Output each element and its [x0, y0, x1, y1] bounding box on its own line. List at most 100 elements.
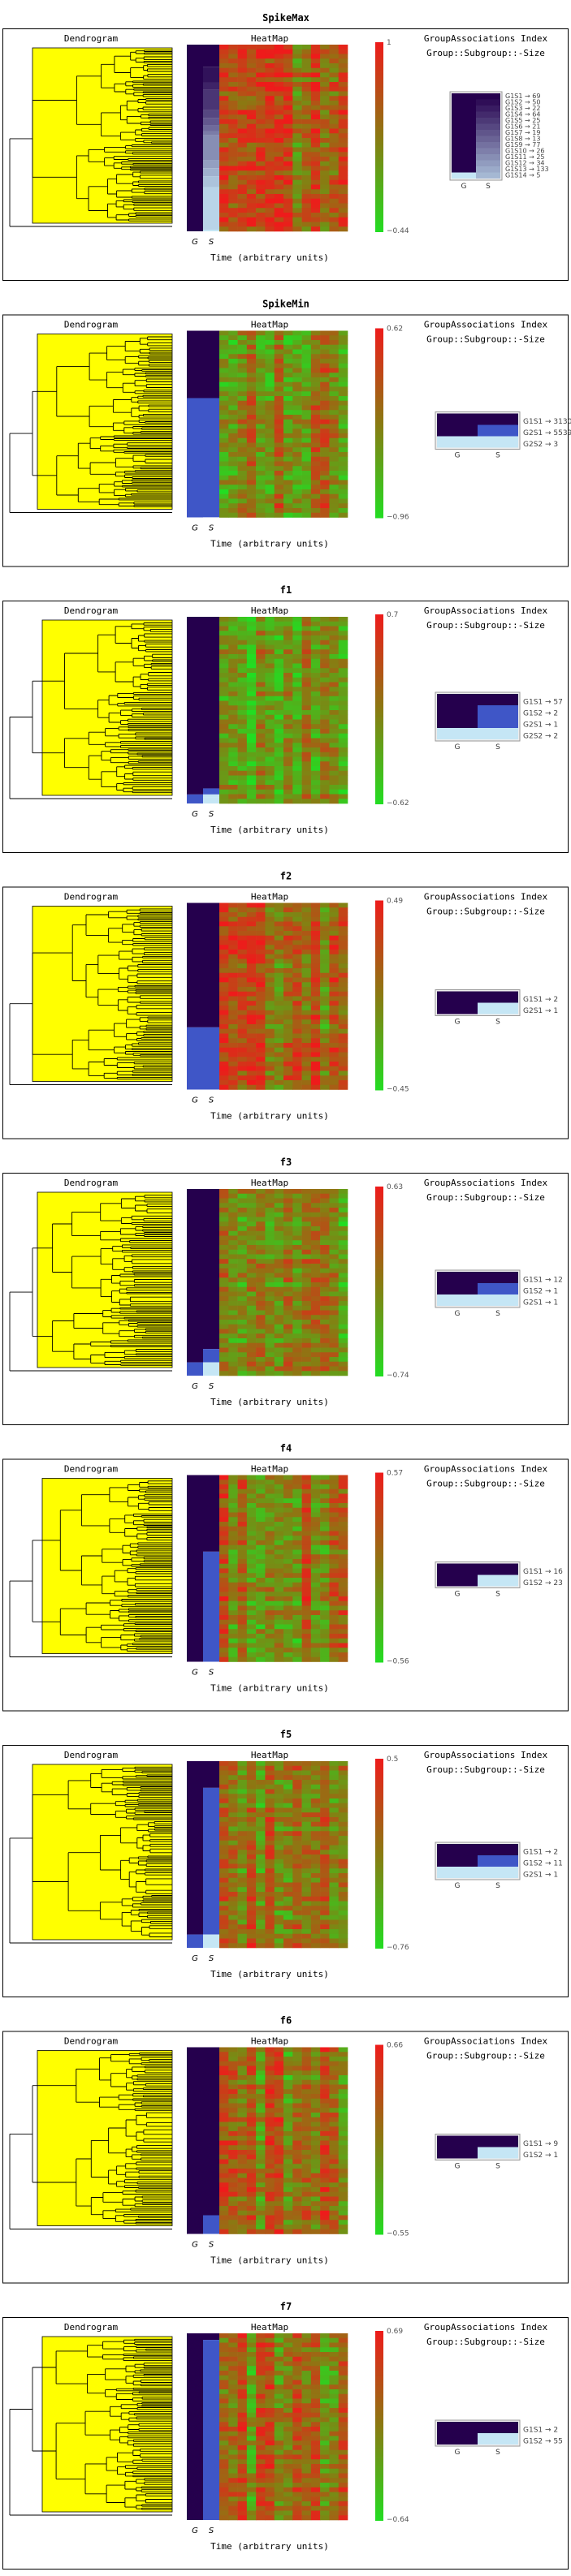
heatmap-cell — [301, 789, 312, 795]
heatmap-cell — [320, 1531, 330, 1536]
heatmap-cell — [301, 128, 312, 134]
heatmap-cell — [338, 770, 348, 776]
heatmap-cell — [228, 508, 238, 514]
heatmap-cell — [256, 1821, 266, 1827]
strip-g-tick: G — [192, 810, 198, 819]
heatmap-cell — [329, 1863, 340, 1869]
heatmap-cell — [338, 1028, 348, 1034]
colorbar: 0.62−0.96 — [375, 325, 409, 522]
heatmap-cell — [219, 1189, 229, 1195]
heatmap-cell — [310, 996, 321, 1002]
heatmap-cell — [320, 2126, 330, 2132]
heatmap-cell — [265, 2178, 275, 2183]
heatmap-cell — [237, 1230, 248, 1236]
heatmap-cell — [320, 770, 330, 776]
heatmap-cell — [329, 419, 340, 424]
heatmap-cell — [283, 1540, 293, 1546]
heatmap-cell — [292, 705, 302, 711]
heatmap-cell — [301, 1347, 312, 1353]
heatmap-cell — [301, 1286, 312, 1292]
heatmap-cell — [292, 1559, 302, 1565]
heatmap-cell — [338, 1906, 348, 1911]
heatmap-cell — [320, 1765, 330, 1771]
heatmap-cell — [320, 1629, 330, 1635]
colorbar-min-label: −0.74 — [387, 1372, 409, 1380]
heatmap-cell — [310, 222, 321, 227]
heatmap-cell — [292, 1028, 302, 1034]
index-s-tick: S — [495, 743, 500, 752]
heatmap-cell — [237, 456, 248, 462]
heatmap-cell — [237, 1203, 248, 1208]
heatmap-cell — [256, 1066, 266, 1071]
heatmap-cell — [237, 1582, 248, 1587]
heatmap-cell — [310, 1084, 321, 1090]
heatmap-cell — [265, 1001, 275, 1006]
heatmap-cell — [219, 1831, 229, 1837]
subgroup-strip-segment — [203, 398, 219, 518]
heatmap-cell — [301, 1873, 312, 1879]
heatmap-cell — [329, 1526, 340, 1531]
index-subgroup-cell — [476, 142, 500, 149]
heatmap-cell — [246, 1062, 257, 1067]
heatmap-cell — [329, 770, 340, 776]
heatmap-cell — [256, 437, 266, 443]
heatmap-cell — [228, 2178, 238, 2183]
heatmap-cell — [292, 2384, 302, 2390]
index-entry-label: G2S1 → 1 — [523, 1872, 558, 1880]
heatmap-cell — [301, 696, 312, 701]
heatmap-cell — [310, 1221, 321, 1227]
heatmap-cell — [256, 912, 266, 918]
heatmap-cell — [228, 442, 238, 448]
heatmap-cell — [274, 1517, 284, 1523]
heatmap-cell — [246, 1075, 257, 1081]
heatmap-cell — [301, 2079, 312, 2085]
heatmap-cell — [301, 1310, 312, 1316]
heatmap-cell — [228, 1357, 238, 1363]
heatmap-cell — [320, 2140, 330, 2146]
index-subgroup-cell — [478, 1563, 518, 1575]
heatmap-cell — [292, 1310, 302, 1316]
heatmap-cell — [219, 1896, 229, 1902]
heatmap-cell — [237, 766, 248, 772]
heatmap-cell — [265, 1587, 275, 1592]
heatmap-cell — [219, 1371, 229, 1376]
heatmap-cell — [292, 1887, 302, 1893]
heatmap-cell — [292, 77, 302, 83]
heatmap-cell — [338, 1203, 348, 1208]
heatmap-cell — [237, 142, 248, 148]
heatmap-cell — [237, 1043, 248, 1049]
heatmap-cell — [301, 963, 312, 969]
heatmap-cell — [237, 1919, 248, 1925]
heatmap-cell — [274, 77, 284, 83]
heatmap-cell — [219, 1507, 229, 1513]
heatmap-cell — [320, 386, 330, 392]
heatmap-cell — [256, 415, 266, 420]
heatmap-cell — [237, 1938, 248, 1944]
heatmap-cell — [219, 982, 229, 988]
heatmap-cell — [292, 1915, 302, 1920]
heatmap-cell — [219, 1780, 229, 1786]
heatmap-cell — [246, 373, 257, 378]
heatmap-cell — [219, 1924, 229, 1930]
heatmap-cell — [301, 2215, 312, 2221]
heatmap-cell — [219, 752, 229, 757]
heatmap-cell — [256, 1286, 266, 1292]
heatmap-cell — [265, 2070, 275, 2076]
heatmap-cell — [292, 2084, 302, 2090]
heatmap-cell — [320, 1488, 330, 1494]
heatmap-cell — [219, 1475, 229, 1480]
heatmap-cell — [283, 682, 293, 687]
heatmap-cell — [237, 991, 248, 997]
heatmap-cell — [329, 761, 340, 767]
heatmap-cell — [320, 2191, 330, 2197]
heatmap-cell — [338, 2117, 348, 2122]
dendrogram-branches — [9, 336, 172, 513]
heatmap-cell — [228, 1001, 238, 1006]
heatmap-cell — [246, 1812, 257, 1818]
heatmap-cell — [265, 2215, 275, 2221]
heatmap-cell — [265, 1629, 275, 1635]
heatmap-cell — [338, 1873, 348, 1879]
heatmap-cell — [329, 977, 340, 983]
heatmap-cell — [265, 2380, 275, 2385]
heatmap-cell — [246, 743, 257, 748]
